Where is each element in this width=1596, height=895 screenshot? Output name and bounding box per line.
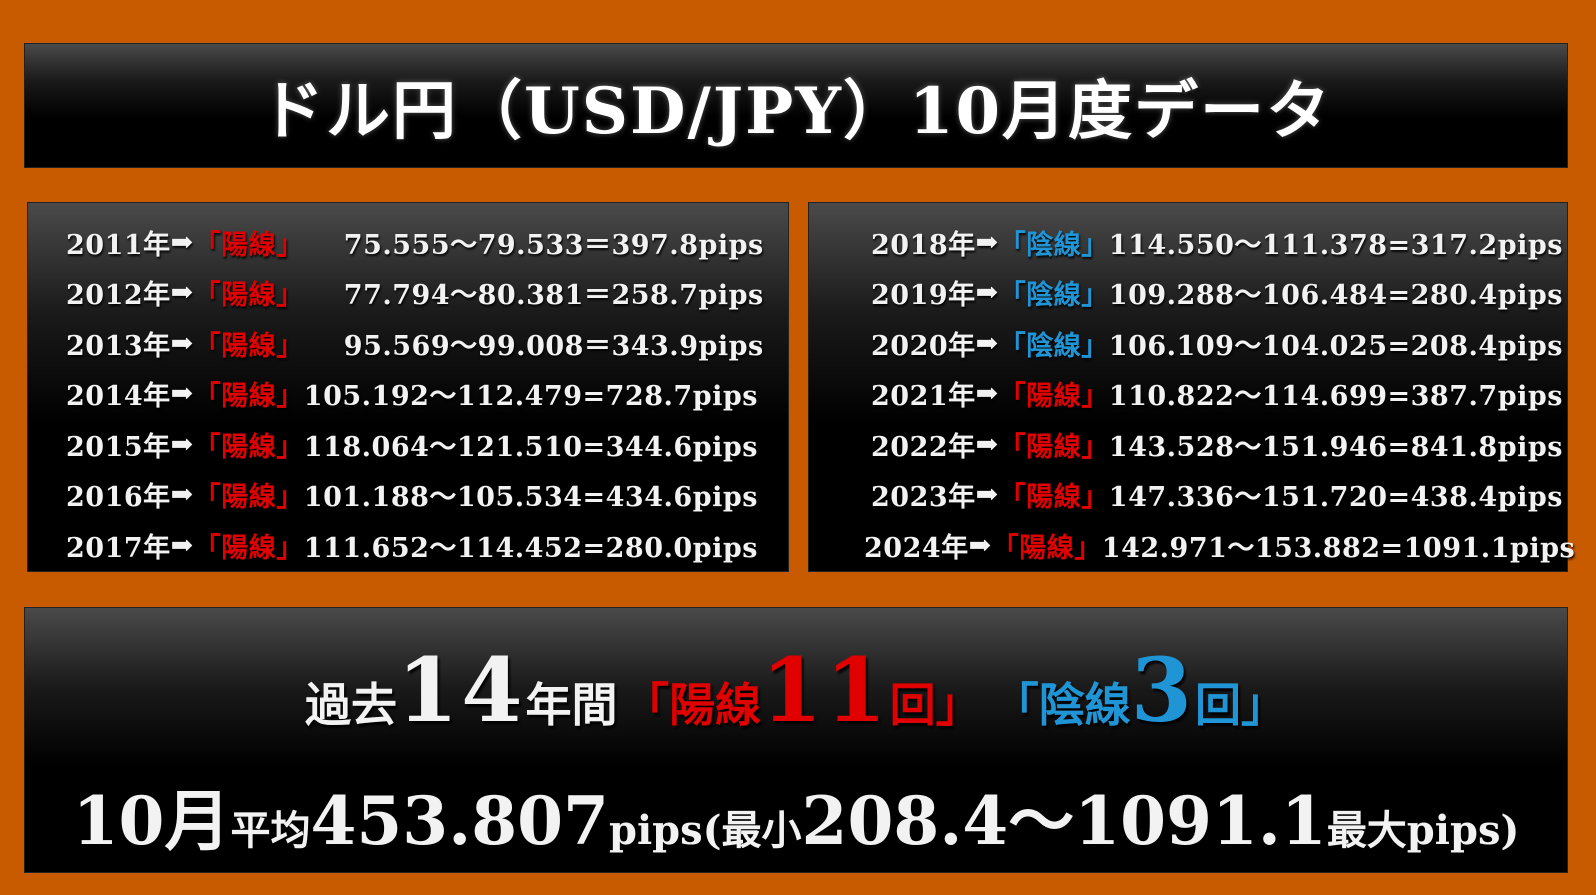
arrow-right-icon: ➡ [975, 327, 999, 359]
year-row: 2020年 ➡ 「陰線」 106.109〜104.025=208.4pips [809, 318, 1567, 369]
arrow-right-icon: ➡ [968, 529, 992, 561]
summary-avg-value: 453.807 [310, 782, 609, 860]
year-list-right: 2018年 ➡ 「陰線」 114.550〜111.378=317.2pips 2019年… [809, 217, 1575, 571]
arrow-right-icon: ➡ [170, 428, 194, 460]
arrow-right-icon: ➡ [170, 378, 194, 410]
year-row: 2017年 ➡ 「陽線」 111.652〜114.452=280.0pips [28, 520, 788, 571]
summary-month: 10月 [72, 782, 231, 860]
year-label: 2018年 [871, 229, 976, 261]
year-label: 2022年 [871, 431, 976, 463]
year-label: 2016年 [66, 482, 171, 514]
arrow-right-icon: ➡ [975, 226, 999, 258]
year-label: 2021年 [871, 381, 976, 413]
arrow-right-icon: ➡ [170, 529, 194, 561]
price-range: 110.822〜114.699=387.7pips [1108, 381, 1563, 413]
arrow-right-icon: ➡ [170, 479, 194, 511]
year-row: 2024年 ➡ 「陽線」 142.971〜153.882=1091.1pips [809, 520, 1575, 571]
candle-type: 「陽線」 [193, 280, 304, 312]
arrow-right-icon: ➡ [975, 479, 999, 511]
candle-type: 「陽線」 [991, 532, 1102, 564]
candle-type: 「陰線」 [998, 330, 1109, 362]
price-range: 105.192〜112.479=728.7pips [303, 381, 758, 413]
year-row: 2018年 ➡ 「陰線」 114.550〜111.378=317.2pips [809, 217, 1567, 268]
candle-type: 「陰線」 [998, 229, 1109, 261]
summary-bull-open: 「陽線 [623, 678, 762, 732]
page-title: ドル円（USD/JPY）10月度データ [259, 73, 1333, 149]
year-label: 2019年 [871, 280, 976, 312]
arrow-right-icon: ➡ [975, 277, 999, 309]
price-range: 118.064〜121.510=344.6pips [303, 431, 758, 463]
summary-years-number: 14 [397, 638, 526, 742]
summary-count-line: 過去14年間 「陽線11回」 「陰線3回」 [25, 638, 1567, 742]
year-label: 2011年 [66, 229, 171, 261]
candle-type: 「陽線」 [193, 381, 304, 413]
year-label: 2017年 [66, 532, 171, 564]
year-row: 2023年 ➡ 「陽線」 147.336〜151.720=438.4pips [809, 470, 1567, 521]
candle-type: 「陽線」 [193, 482, 304, 514]
year-label: 2012年 [66, 280, 171, 312]
summary-range-value: 208.4〜1091.1 [801, 782, 1327, 860]
year-row: 2021年 ➡ 「陽線」 110.822〜114.699=387.7pips [809, 369, 1567, 420]
year-row: 2022年 ➡ 「陽線」 143.528〜151.946=841.8pips [809, 419, 1567, 470]
candle-type: 「陽線」 [193, 431, 304, 463]
price-range: 114.550〜111.378=317.2pips [1108, 229, 1563, 261]
year-label: 2023年 [871, 482, 976, 514]
candle-type: 「陽線」 [998, 381, 1109, 413]
data-panel-right: 2018年 ➡ 「陰線」 114.550〜111.378=317.2pips 2019年… [808, 202, 1575, 572]
summary-bull-count: 11 [761, 638, 890, 742]
price-range: 75.555〜79.533＝397.8pips [343, 229, 764, 261]
price-range: 111.652〜114.452=280.0pips [303, 532, 758, 564]
candle-type: 「陽線」 [193, 229, 304, 261]
year-row: 2014年 ➡ 「陽線」 105.192〜112.479=728.7pips [28, 369, 788, 420]
year-row: 2019年 ➡ 「陰線」 109.288〜106.484=280.4pips [809, 268, 1567, 319]
year-row: 2013年 ➡ 「陽線」 95.569〜99.008＝343.9pips [28, 318, 788, 369]
arrow-right-icon: ➡ [975, 378, 999, 410]
year-label: 2014年 [66, 381, 171, 413]
summary-bull-close: 回」 [889, 678, 982, 732]
price-range: 77.794〜80.381＝258.7pips [343, 280, 764, 312]
summary-panel: 過去14年間 「陽線11回」 「陰線3回」 10月平均453.807pips(最… [24, 607, 1568, 873]
title-banner: ドル円（USD/JPY）10月度データ [24, 43, 1568, 168]
candle-type: 「陽線」 [998, 482, 1109, 514]
year-row: 2011年 ➡ 「陽線」 75.555〜79.533＝397.8pips [28, 217, 788, 268]
year-row: 2012年 ➡ 「陽線」 77.794〜80.381＝258.7pips [28, 268, 788, 319]
price-range: 106.109〜104.025=208.4pips [1108, 330, 1563, 362]
price-range: 95.569〜99.008＝343.9pips [343, 330, 764, 362]
price-range: 142.971〜153.882=1091.1pips [1101, 532, 1576, 564]
price-range: 143.528〜151.946=841.8pips [1108, 431, 1563, 463]
summary-avg-label: 平均 [230, 807, 311, 854]
arrow-right-icon: ➡ [975, 428, 999, 460]
price-range: 147.336〜151.720=438.4pips [1108, 482, 1563, 514]
summary-bear-open: 「陰線 [992, 678, 1131, 732]
year-row: 2016年 ➡ 「陽線」 101.188〜105.534=434.6pips [28, 470, 788, 521]
candle-type: 「陽線」 [193, 330, 304, 362]
arrow-right-icon: ➡ [170, 226, 194, 258]
summary-bear-close: 回」 [1194, 678, 1287, 732]
summary-past-label: 過去 [305, 678, 398, 732]
summary-average-line: 10月平均453.807pips(最小208.4〜1091.1最大pips) [25, 768, 1567, 864]
summary-pips-min-label: pips(最小 [608, 807, 802, 854]
arrow-right-icon: ➡ [170, 327, 194, 359]
year-label: 2013年 [66, 330, 171, 362]
price-range: 109.288〜106.484=280.4pips [1108, 280, 1563, 312]
candle-type: 「陰線」 [998, 280, 1109, 312]
summary-bear-count: 3 [1130, 638, 1195, 742]
year-list-left: 2011年 ➡ 「陽線」 75.555〜79.533＝397.8pips 2012年 ➡ 「… [28, 217, 788, 571]
year-label: 2020年 [871, 330, 976, 362]
summary-years-unit: 年間 [525, 678, 618, 732]
year-label: 2024年 [864, 532, 969, 564]
year-label: 2015年 [66, 431, 171, 463]
candle-type: 「陽線」 [193, 532, 304, 564]
price-range: 101.188〜105.534=434.6pips [303, 482, 758, 514]
arrow-right-icon: ➡ [170, 277, 194, 309]
summary-max-label: 最大pips) [1326, 807, 1520, 854]
year-row: 2015年 ➡ 「陽線」 118.064〜121.510=344.6pips [28, 419, 788, 470]
data-panel-left: 2011年 ➡ 「陽線」 75.555〜79.533＝397.8pips 2012年 ➡ 「… [27, 202, 789, 572]
candle-type: 「陽線」 [998, 431, 1109, 463]
